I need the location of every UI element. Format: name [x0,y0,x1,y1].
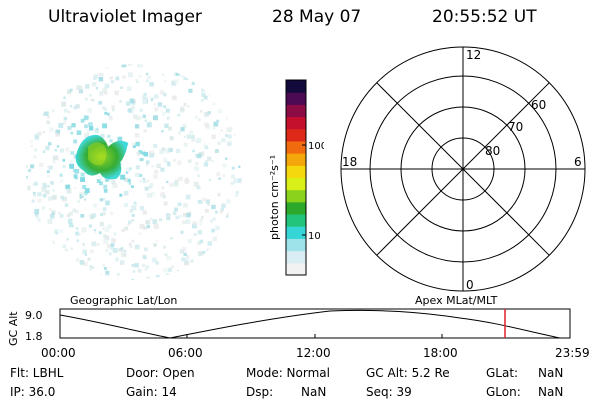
colorbar-tick-100: 100 [308,141,324,152]
colorbar-swatch [286,201,306,215]
ip-info: IP: 36.0 [10,385,56,399]
colorbar-swatch [286,92,306,105]
colorbar-swatch [286,128,306,142]
dsp-label: Dsp: [246,385,274,399]
polar-grid: 12 0 18 6 60 70 80 [340,46,586,292]
mlt-label-12: 12 [466,48,481,62]
alt-ylabel: GC Alt [7,311,20,346]
mlt-label-6: 6 [574,155,582,169]
glon-value: NaN [538,385,564,399]
gain-info: Gain: 14 [126,385,177,399]
mlat-label-80: 80 [485,144,500,158]
glat-label: GLat: [486,366,519,380]
door-info: Door: Open [126,366,195,380]
alt-ymax-label: 9.0 [25,309,43,322]
altitude-trace [59,309,561,339]
xtick-0600: 06:00 [168,346,203,360]
colorbar-swatch [286,104,306,118]
uv-noise-field [26,64,242,280]
gc-altitude-plot: Geographic Lat/Lon Apex MLat/MLT 9.0 1.8… [7,294,590,360]
colorbar-swatch [286,80,306,93]
xtick-1200: 12:00 [296,346,331,360]
colorbar-swatch [286,153,306,166]
colorbar-swatch [286,238,306,252]
auroral-oval-emission [75,134,128,180]
colorbar-swatch [286,140,306,154]
dsp-value: NaN [301,385,327,399]
xtick-2359: 23:59 [555,346,590,360]
apex-label: Apex MLat/MLT [415,294,498,307]
instrument-title: Ultraviolet Imager [48,7,202,27]
colorbar-swatch [286,214,306,227]
mlt-label-18: 18 [342,155,357,169]
mlat-label-70: 70 [508,120,523,134]
glat-value: NaN [538,366,564,380]
colorbar-swatch [286,165,306,178]
mlat-label-60: 60 [531,98,546,112]
glon-label: GLon: [486,385,521,399]
colorbar-swatch [286,177,306,191]
alt-ymin-label: 1.8 [25,330,43,343]
seq-info: Seq: 39 [366,385,412,399]
uv-auroral-image [26,64,242,280]
xtick-1800: 18:00 [423,346,458,360]
xtick-0000: 00:00 [41,346,76,360]
mlt-label-0: 0 [466,278,474,292]
observation-date: 28 May 07 [272,7,362,27]
colorbar-swatch [286,262,306,276]
colorbar: 100 10 photon cm⁻²s⁻¹ [268,79,324,276]
geographic-label: Geographic Lat/Lon [70,294,177,307]
colorbar-tick-10: 10 [308,231,321,242]
colorbar-swatch [286,189,306,203]
mode-info: Mode: Normal [246,366,330,380]
filter-info: Flt: LBHL [10,366,64,380]
observation-time: 20:55:52 UT [432,7,537,27]
colorbar-unit-label: photon cm⁻²s⁻¹ [268,155,281,240]
colorbar-swatch [286,250,306,264]
colorbar-swatch [286,116,306,130]
colorbar-swatch [286,226,306,239]
gc-alt-info: GC Alt: 5.2 Re [366,366,450,380]
